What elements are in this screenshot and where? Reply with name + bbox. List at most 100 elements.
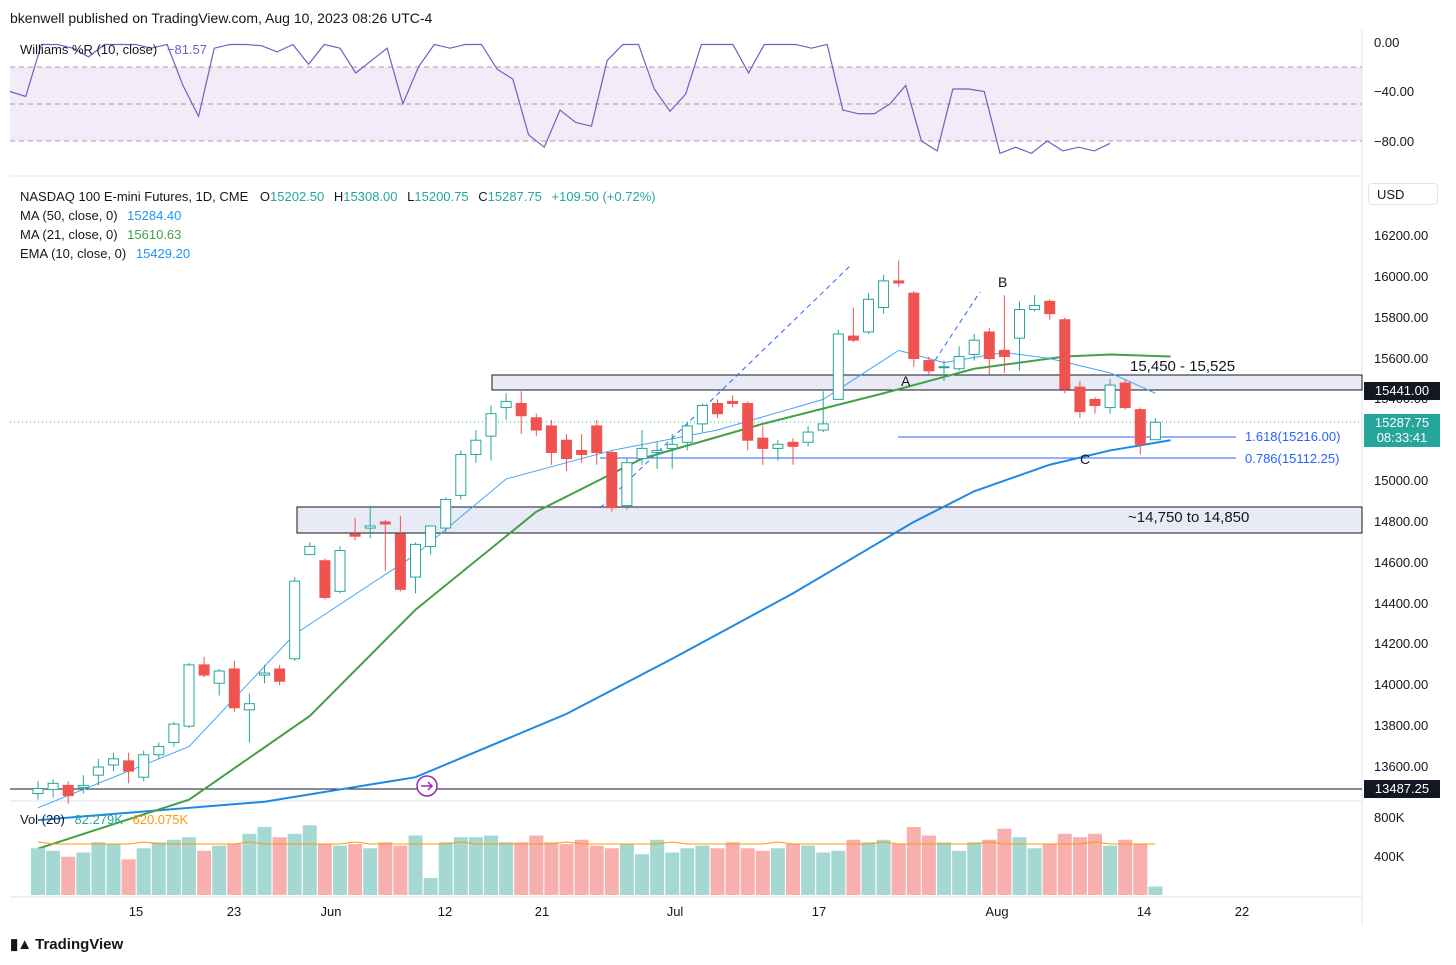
price-tick: 14400.00: [1374, 595, 1429, 611]
tradingview-mark-icon: ▮▲: [10, 936, 32, 953]
ma21-value: 15610.63: [127, 227, 182, 242]
candle: [1074, 381, 1086, 418]
time-tick: 22: [1234, 904, 1250, 919]
brand-name: TradingView: [35, 935, 124, 953]
wave-c-label: C: [1080, 451, 1091, 467]
publisher-line: bkenwell published on TradingView.com, A…: [10, 10, 433, 26]
candle: [410, 542, 421, 594]
volume-bar: [197, 850, 212, 895]
replay-icon[interactable]: [416, 775, 438, 797]
candle: [953, 346, 965, 371]
candle: [1044, 299, 1056, 320]
candle: [32, 781, 44, 800]
candle-body-down: [274, 668, 286, 682]
candle-body-down: [576, 449, 588, 456]
candle-body-down: [1119, 382, 1131, 409]
volume-bar: [710, 848, 725, 895]
candle-body-up: [938, 366, 950, 369]
candle-body-up: [953, 355, 965, 370]
price-tick: 14600.00: [1374, 554, 1429, 570]
candle-body-up: [168, 723, 180, 743]
candle-body-up: [334, 550, 346, 592]
volume-bar: [468, 837, 483, 895]
open-label: O: [259, 189, 271, 204]
candle: [289, 577, 301, 661]
candle: [47, 779, 59, 798]
volume-label: Vol (20): [20, 812, 65, 827]
volume-bar: [816, 852, 831, 895]
candle: [1029, 295, 1041, 312]
volume-bar: [770, 848, 785, 895]
volume-bar: [604, 848, 619, 895]
williams-label: Williams %R (10, close): [20, 42, 158, 57]
ma21-legend: MA (21, close, 0) 15610.63: [20, 227, 181, 242]
volume-bar: [484, 835, 498, 895]
candle: [908, 291, 920, 367]
ohlc-open: O15202.50: [260, 189, 324, 204]
volume-bar: [891, 844, 906, 895]
volume-bar: [997, 828, 1012, 895]
candle-body-up: [802, 431, 814, 443]
volume-bar: [272, 837, 287, 895]
candle-body-up: [651, 449, 663, 453]
ma50-line: [37, 439, 1171, 822]
candle: [636, 430, 648, 465]
candle: [379, 519, 391, 571]
wave-a-label: A: [901, 373, 911, 389]
candle: [817, 391, 829, 433]
volume-bar: [378, 842, 393, 895]
candle: [198, 656, 210, 678]
volume-bar: [423, 878, 438, 895]
volume-bar: [574, 839, 589, 895]
candle: [742, 401, 754, 451]
candle: [440, 497, 452, 533]
candle: [802, 425, 814, 447]
ema10-legend: EMA (10, close, 0) 15429.20: [20, 246, 190, 261]
volume-bar: [182, 837, 196, 895]
candle: [1134, 407, 1146, 455]
volume-bar: [1012, 837, 1027, 895]
williams-line: [9, 43, 1111, 155]
candle: [183, 662, 195, 729]
instrument-legend: NASDAQ 100 E-mini Futures, 1D, CME O1520…: [20, 189, 656, 204]
candle: [394, 515, 406, 592]
volume-bar: [333, 845, 347, 895]
currency-button[interactable]: USD: [1368, 183, 1438, 205]
volume-bar: [257, 827, 272, 895]
candle: [591, 419, 603, 465]
volume-ma-value: 620.075K: [132, 812, 189, 827]
williams-tick-0: 0.00: [1374, 35, 1400, 50]
candle: [304, 542, 316, 556]
tradingview-logo[interactable]: ▮▲ TradingView: [10, 935, 124, 954]
candle-body-up: [213, 670, 225, 684]
candle: [364, 505, 376, 539]
high-label: H: [333, 189, 344, 204]
volume-bar: [755, 850, 770, 895]
candle-body-up: [32, 787, 44, 795]
candle-body-down: [591, 425, 603, 453]
currency-label: USD: [1377, 187, 1405, 202]
candle: [561, 434, 572, 471]
time-tick: 21: [534, 904, 550, 919]
wave-b-label: B: [998, 274, 1008, 290]
candle: [108, 752, 119, 772]
volume-bar: [665, 852, 680, 895]
volume-bar: [544, 842, 559, 895]
price-tick: 13600.00: [1374, 759, 1429, 774]
volume-bar: [831, 850, 846, 895]
candle-body-up: [440, 498, 452, 529]
volume-bar: [801, 845, 816, 895]
candle-body-down: [606, 451, 618, 509]
williams-tick-2: −80.00: [1374, 134, 1415, 149]
candle: [787, 438, 799, 465]
candle-body-up: [500, 400, 512, 409]
volume-value: 82.279K: [74, 812, 123, 827]
candle-body-down: [983, 331, 995, 360]
price-tick: 16000.00: [1374, 268, 1429, 284]
volume-tick-1: 400K: [1374, 849, 1405, 864]
price-tick: 15600.00: [1374, 350, 1429, 366]
candle-body-down: [379, 521, 391, 525]
volume-bar: [227, 844, 242, 895]
volume-bar: [937, 842, 951, 895]
